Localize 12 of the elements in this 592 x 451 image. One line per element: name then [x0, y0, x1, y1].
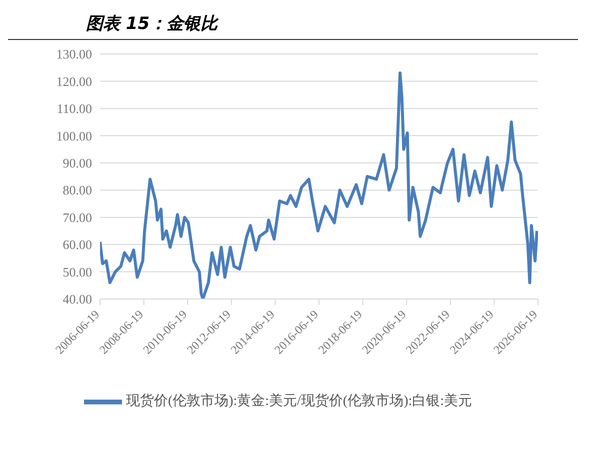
legend-label: 现货价(伦敦市场):黄金:美元/现货价(伦敦市场):白银:美元	[126, 394, 472, 410]
y-tick-label: 70.00	[62, 210, 92, 225]
y-tick-label: 100.00	[56, 128, 92, 144]
y-tick-label: 40.00	[62, 292, 92, 307]
y-tick-label: 60.00	[62, 237, 92, 252]
y-tick-label: 80.00	[62, 182, 92, 198]
y-tick-label: 90.00	[62, 156, 92, 171]
chart-title: 图表 15：金银比	[8, 8, 578, 40]
y-tick-label: 130.00	[56, 46, 92, 62]
y-tick-label: 50.00	[62, 264, 92, 280]
y-tick-label: 120.00	[56, 74, 92, 89]
y-tick-label: 110.00	[56, 101, 92, 116]
